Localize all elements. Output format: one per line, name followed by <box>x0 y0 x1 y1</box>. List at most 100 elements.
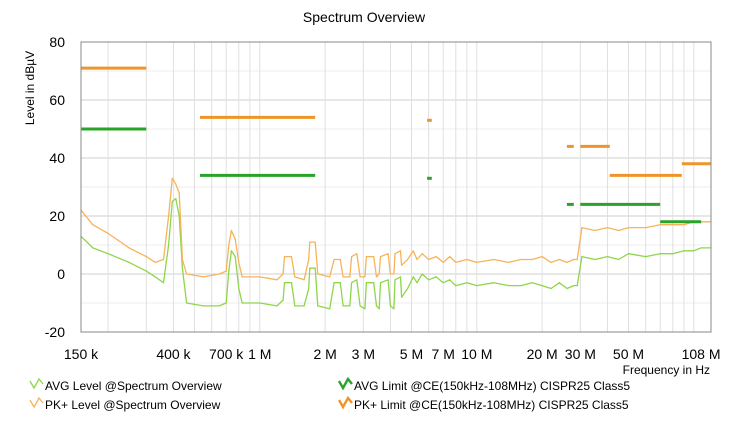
legend-label: PK+ Limit @CE(150kHz-108MHz) CISPR25 Cla… <box>354 398 629 412</box>
legend-label: AVG Limit @CE(150kHz-108MHz) CISPR25 Cla… <box>354 379 630 393</box>
y-axis-label: Level in dBµV <box>23 51 37 125</box>
series-1-point <box>218 273 220 275</box>
series-0-point <box>550 287 552 290</box>
series-0-point <box>107 253 109 255</box>
series-0-point <box>683 250 685 252</box>
series-0-point <box>520 285 522 287</box>
series-0-point <box>234 256 236 258</box>
series-0-point <box>186 302 188 304</box>
series-1-point <box>387 253 389 255</box>
series-1-point <box>349 276 351 278</box>
series-0-point <box>507 285 510 287</box>
series-0-point <box>283 282 286 284</box>
legend-swatch <box>337 395 353 410</box>
series-0-point <box>531 282 533 284</box>
series-1-point <box>378 273 380 275</box>
series-0-point <box>700 247 702 249</box>
series-0-point <box>416 282 418 284</box>
series-0-point <box>359 305 361 307</box>
series-0-point <box>435 276 437 278</box>
series-0-point <box>308 287 310 290</box>
series-1-point <box>672 224 674 226</box>
x-tick-label: 1 M <box>248 346 271 362</box>
series-1-point <box>389 273 391 275</box>
y-tick-label: -20 <box>45 324 65 340</box>
series-1-point <box>283 256 286 258</box>
series-0-point <box>606 256 609 258</box>
series-0-point <box>412 276 414 278</box>
series-0-point <box>309 267 311 269</box>
series-1-point <box>416 258 418 261</box>
series-0-point <box>466 282 468 284</box>
series-1-point <box>365 256 367 258</box>
series-1-point <box>92 224 94 226</box>
series-1-point <box>435 256 437 258</box>
series-0-point <box>389 305 391 307</box>
series-0-point <box>339 282 341 284</box>
series-0-point <box>181 267 183 269</box>
series-1-point <box>294 276 296 278</box>
x-tick-label: 10 M <box>461 346 492 362</box>
series-1-point <box>154 261 156 263</box>
legend: AVG Level @Spectrum Overview PK+ Level @S… <box>29 376 630 412</box>
x-tick-label: 30 M <box>565 346 596 362</box>
plot-area-frame <box>80 41 712 333</box>
series-0-point <box>128 261 130 263</box>
series-1-point <box>373 256 375 258</box>
series-1-point <box>493 258 495 261</box>
series-1-point <box>520 258 522 261</box>
series-1-point <box>375 276 378 278</box>
y-tick-label: 0 <box>57 266 65 282</box>
series-0-point <box>351 282 353 284</box>
series-1-point <box>541 256 543 258</box>
series-1-point <box>228 244 230 246</box>
series-1-point <box>379 256 382 258</box>
series-1-point <box>259 276 261 278</box>
series-0-point <box>342 305 344 307</box>
series-1-point <box>401 264 403 266</box>
series-1-point <box>581 227 583 229</box>
series-1-point <box>606 227 609 229</box>
series-1-point <box>421 253 423 255</box>
series-1-point <box>128 247 130 249</box>
series-0-point <box>228 270 230 272</box>
series-0-point <box>145 270 147 272</box>
series-1-point <box>333 258 335 261</box>
series-0-point <box>314 267 316 269</box>
series-1-point <box>359 276 361 278</box>
series-1-point <box>428 258 430 261</box>
series-1-point <box>230 229 232 232</box>
series-1-point <box>550 261 552 263</box>
series-0-point <box>162 282 165 284</box>
series-0-point <box>317 305 319 307</box>
series-0-point <box>401 296 403 298</box>
series-1-point <box>394 253 396 255</box>
series-1-point <box>290 256 293 258</box>
series-1-point <box>282 273 284 275</box>
series-1-point <box>181 258 183 261</box>
y-tick-label: 60 <box>49 92 65 108</box>
series-0-point <box>594 258 596 261</box>
series-0-point <box>394 279 396 281</box>
x-axis-label: Frequency in Hz <box>623 363 710 377</box>
series-0-point <box>576 285 578 287</box>
series-0-point <box>581 256 583 258</box>
series-0-point <box>476 285 478 287</box>
series-1-point <box>531 258 533 261</box>
series-0-point <box>175 198 177 200</box>
series-layer <box>80 66 712 310</box>
series-1-point <box>407 258 409 261</box>
x-tick-label: 700 k <box>209 346 244 362</box>
chart-title: Spectrum Overview <box>303 9 426 25</box>
x-tick-label: 5 M <box>400 346 423 362</box>
series-1-point <box>442 261 444 263</box>
x-tick-label: 3 M <box>352 346 375 362</box>
series-1-point <box>659 224 661 226</box>
series-1-point <box>303 279 305 281</box>
series-1-point <box>168 215 170 217</box>
series-1-point <box>186 273 188 275</box>
series-0-point <box>259 302 261 304</box>
series-0-point <box>92 247 94 249</box>
series-0-point <box>387 279 389 281</box>
